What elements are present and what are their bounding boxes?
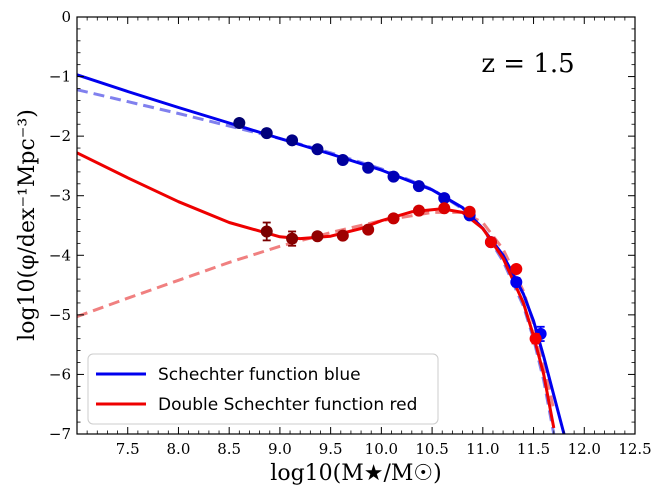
legend: Schechter function blue Double Schechter…: [87, 353, 439, 425]
blue-data-point-11: [510, 276, 523, 289]
red-data-point-3: [336, 229, 349, 242]
x-tick-label: 10.5: [415, 440, 448, 458]
red-data-point-4: [362, 223, 375, 236]
red-data-point-2: [311, 230, 324, 243]
legend-label-blue: Schechter function blue: [158, 365, 361, 385]
x-tick-label: 9.5: [319, 440, 343, 458]
red-data-point-9: [484, 236, 497, 249]
x-tick-label: 7.5: [116, 440, 140, 458]
y-tick-label: −6: [49, 365, 71, 383]
blue-data-point-2: [286, 134, 299, 147]
blue-data-point-0: [233, 117, 246, 130]
series-layer: [77, 73, 566, 434]
x-tick-label: 8.5: [217, 440, 241, 458]
x-axis-label: log10(M★/M☉): [270, 461, 441, 486]
blue-data-point-7: [412, 180, 425, 193]
redshift-annotation: z = 1.5: [481, 49, 574, 79]
y-tick-label: −3: [49, 187, 71, 205]
red-data-point-1: [286, 232, 299, 245]
y-tick-label: 0: [61, 8, 71, 26]
plot-frame: [76, 16, 636, 435]
blue-data-point-6: [387, 170, 400, 183]
x-tick-label: 12.5: [618, 440, 651, 458]
red-data-point-8: [463, 205, 476, 218]
series-line-schechter-red-dashed-: [77, 210, 556, 411]
x-tick-label: 12.0: [568, 440, 601, 458]
legend-box: [87, 353, 439, 425]
red-data-point-5: [387, 212, 400, 225]
legend-label-red: Double Schechter function red: [158, 395, 417, 415]
red-data-point-11: [529, 332, 542, 345]
x-tick-label: 10.0: [365, 440, 398, 458]
red-data-point-10: [510, 262, 523, 275]
red-data-point-7: [438, 202, 451, 215]
axes-layer: 7.5 8.0 8.5 9.0 9.5 10.0 10.5 11.0 11.5 12.0 12.5 0…: [49, 8, 652, 458]
y-axis-label: log10(φ/dex⁻¹Mpc⁻³): [15, 109, 40, 341]
blue-data-point-4: [336, 153, 349, 166]
y-tick-label: −1: [49, 68, 71, 86]
x-tick-label: 8.0: [167, 440, 191, 458]
y-tick-label: −4: [49, 246, 71, 264]
blue-data-point-1: [260, 127, 273, 140]
x-tick-label: 9.0: [268, 440, 292, 458]
x-tick-label: 11.0: [466, 440, 499, 458]
blue-data-point-5: [362, 161, 375, 174]
y-tick-label: −2: [49, 127, 71, 145]
blue-data-point-3: [311, 143, 324, 156]
red-data-point-0: [260, 225, 273, 238]
red-data-point-6: [412, 204, 425, 217]
y-tick-label: −5: [49, 306, 71, 324]
blue-data-point-8: [438, 192, 451, 205]
x-tick-label: 11.5: [517, 440, 550, 458]
y-tick-label: −7: [49, 425, 71, 443]
